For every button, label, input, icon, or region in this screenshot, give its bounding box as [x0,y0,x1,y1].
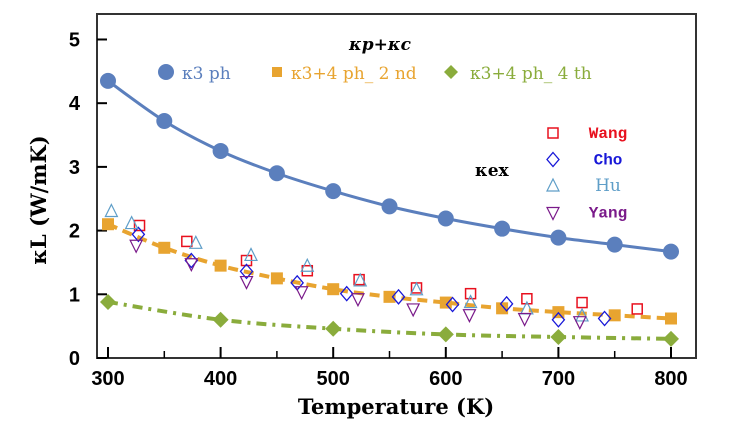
exp-wang-point [181,235,193,248]
exp-yang-point [406,303,421,318]
y-tick-label: 1 [69,284,80,306]
exp-hu-point [300,257,315,272]
series-1-point [158,241,171,254]
series-0-point [268,165,285,182]
exp-legend-label-2: Hu [595,176,621,196]
y-tick-label: 4 [69,93,81,115]
exp-yang-point [351,293,365,308]
series-1-point [327,283,340,296]
series-0-point [437,210,454,227]
exp-cho-point [239,263,254,280]
series-0-point [606,236,623,253]
y-axis-label: κL (W/mK) [26,135,51,264]
exp-cho-point [445,296,460,313]
exp-hu-point [244,247,258,262]
series-line-2 [107,299,672,341]
exp-hu-point [104,203,119,218]
exp-hu-point [124,215,139,230]
series-0-point [100,72,116,89]
exp-legend-marker-2 [546,177,560,192]
legend-marker-1 [272,67,282,77]
exp-yang-point [462,309,477,324]
legend-label-0: κ3 ph [182,64,231,84]
exp-yang-point [184,258,199,273]
exp-wang-point [464,287,477,300]
exp-yang-point [129,239,144,254]
legend-marker-2 [444,65,458,79]
series-2-point [550,328,567,345]
exp-wang-point [521,293,533,305]
series-1-point [608,309,621,322]
series-0-point [663,243,679,260]
exp-hu-point [353,272,368,287]
exp-legend-label-1: Cho [594,152,623,170]
exp-wang-point [410,282,423,294]
exp-yang-point [517,312,532,327]
experimental-label: κex [475,161,510,181]
y-tick-label: 3 [69,157,80,179]
series-2-point [212,311,229,328]
series-1-point [214,259,227,272]
series-0-point [550,229,567,246]
exp-hu-point [463,294,478,309]
series-1-point [383,290,396,303]
exp-hu-point [188,234,203,249]
series-0-point [325,183,342,200]
exp-legend-marker-3 [546,206,560,221]
series-1-point [439,296,452,309]
exp-cho-point [499,295,514,312]
y-tick-label: 0 [69,348,80,370]
exp-cho-point [131,226,146,243]
exp-yang-point [572,316,587,331]
legend-marker-0 [158,64,174,80]
exp-wang-point [133,219,146,232]
exp-yang-point [294,286,309,301]
series-0-point [494,220,511,237]
series-1-point [496,302,509,315]
series-0-point [381,198,398,215]
series-2-point [100,293,116,310]
exp-cho-point [391,288,406,305]
series-2-point [437,326,454,343]
x-tick-label: 400 [204,368,237,390]
series-2-point [325,320,342,337]
exp-wang-point [353,273,365,286]
y-tick-label: 2 [69,221,80,243]
chart-title: κp+κc [348,35,412,55]
x-tick-label: 500 [317,368,350,390]
exp-hu-point [409,281,424,296]
series-0-point [156,113,173,130]
series-1-point [665,312,677,325]
exp-legend-label-3: Yang [589,205,627,223]
exp-cho-point [339,285,354,302]
exp-legend-label-0: Wang [589,125,627,143]
exp-wang-point [576,296,588,309]
series-line-0 [107,79,672,254]
exp-legend-marker-0 [547,127,559,139]
x-tick-label: 300 [91,368,124,390]
series-2-point [663,330,679,347]
plot-frame [96,13,697,359]
exp-cho-point [597,310,612,327]
exp-hu-point [575,307,590,322]
x-tick-label: 800 [654,368,687,390]
exp-wang-point [631,303,643,315]
series-1-point [270,272,283,285]
exp-legend-marker-1 [546,151,560,168]
y-tick-label: 5 [69,29,80,51]
series-1-point [102,218,114,231]
x-tick-label: 600 [429,368,462,390]
legend-label-2: κ3+4 ph_ 4 th [470,64,592,84]
exp-cho-point [551,311,566,328]
legend-label-1: κ3+4 ph_ 2 nd [291,64,417,84]
x-tick-label: 700 [542,368,575,390]
x-axis-label: Temperature (K) [298,394,494,419]
series-0-point [212,142,229,159]
exp-yang-point [239,275,254,290]
